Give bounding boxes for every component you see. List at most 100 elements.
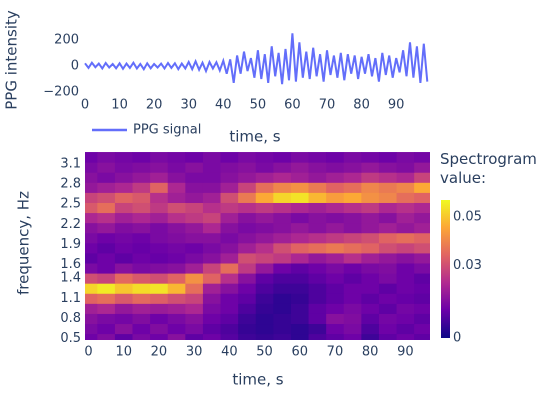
heatmap-cell [255,323,274,335]
heatmap-cell [326,293,345,304]
y-tick-label: 1.1 [60,291,81,306]
heatmap-cell [150,212,169,224]
heatmap-cell [185,303,204,314]
heatmap-cell [326,202,345,214]
heatmap-cell [343,242,362,254]
heatmap-cell [414,192,430,203]
heatmap-cell [396,283,415,294]
heatmap-cell [378,202,398,214]
heatmap-cell [150,172,169,183]
heatmap-cell [273,283,292,294]
heatmap-cell [326,232,345,244]
heatmap-cell [308,242,327,254]
heatmap-cell [150,263,169,274]
heatmap-cell [343,303,362,314]
heatmap-cell [167,172,186,183]
heatmap-cell [308,293,327,304]
heatmap-cell [290,162,310,173]
heatmap-cell [150,252,169,264]
heatmap-cell [290,152,310,163]
heatmap-cell [167,293,186,304]
heatmap-cell [132,242,151,254]
x-tick-label: 60 [284,98,301,113]
heatmap-cell [378,303,398,314]
heatmap-cell [220,263,239,274]
heatmap-cell [273,263,292,274]
heatmap-cell [273,293,292,304]
heatmap-cell [97,182,116,193]
heatmap-cell [114,192,134,203]
x-tick-label: 90 [397,345,414,360]
heatmap-cell [273,182,292,193]
heatmap-cell [396,222,415,234]
heatmap-cell [238,263,257,274]
x-tick-label: 40 [221,345,238,360]
heatmap-cell [97,162,116,173]
x-tick-label: 50 [256,345,273,360]
heatmap-cell [97,222,116,234]
heatmap-cell [202,232,222,244]
y-tick-label: 2.5 [60,197,81,212]
heatmap-cell [185,283,204,294]
x-tick-label: 70 [327,345,344,360]
heatmap-cell [202,323,222,335]
heatmap-cell [238,283,257,294]
heatmap-cell [414,293,430,304]
heatmap-cell [85,263,98,274]
heatmap-cell [361,303,380,314]
heatmap-cell [396,323,415,335]
heatmap-cell [273,333,292,340]
heatmap-cell [361,192,380,203]
heatmap-cell [114,212,134,224]
heatmap-cell [326,313,345,325]
heatmap-cell [361,313,380,325]
heatmap-cell [238,192,257,203]
heatmap-cell [114,152,134,163]
heatmap-cell [220,273,239,284]
heatmap-cell [85,252,98,264]
heatmap-cell [378,273,398,284]
heatmap-cell [185,252,204,264]
heatmap-cell [132,303,151,314]
heatmap-cell [114,293,134,304]
heatmap-cell [220,232,239,244]
heatmap-cell [290,232,310,244]
x-tick-label: 0 [81,98,89,113]
heatmap-cell [150,283,169,294]
heatmap-cell [378,283,398,294]
heatmap-cell [132,273,151,284]
heatmap-cell [85,273,98,284]
heatmap-cell [167,283,186,294]
heatmap-cell [255,152,274,163]
heatmap-cell [361,222,380,234]
heatmap-cell [132,252,151,264]
heatmap-cell [378,252,398,264]
heatmap-cell [167,313,186,325]
heatmap-cell [378,172,398,183]
heatmap-cell [378,152,398,163]
heatmap-cell [202,333,222,340]
heatmap-cell [132,333,151,340]
line [84,33,429,85]
heatmap-cell [378,293,398,304]
heatmap-cell [343,313,362,325]
heatmap-cell [290,263,310,274]
heatmap-cell [85,192,98,203]
heatmap-cell [85,162,98,173]
heatmap-cell [202,283,222,294]
y-axis-title: PPG intensity [3,10,21,110]
heatmap-cell [414,202,430,214]
heatmap-cell [308,152,327,163]
x-tick-label: 30 [180,98,197,113]
heatmap-cell [414,273,430,284]
heatmap-cell [97,303,116,314]
x-tick-label: 60 [291,345,308,360]
heatmap-cell [361,333,380,340]
heatmap-cell [97,192,116,203]
heatmap-cell [290,172,310,183]
y-tick-label: 200 [54,32,79,47]
heatmap-cell [378,313,398,325]
heatmap-cell [308,202,327,214]
heatmap-cell [202,192,222,203]
y-tick-label: 1.9 [60,237,81,252]
